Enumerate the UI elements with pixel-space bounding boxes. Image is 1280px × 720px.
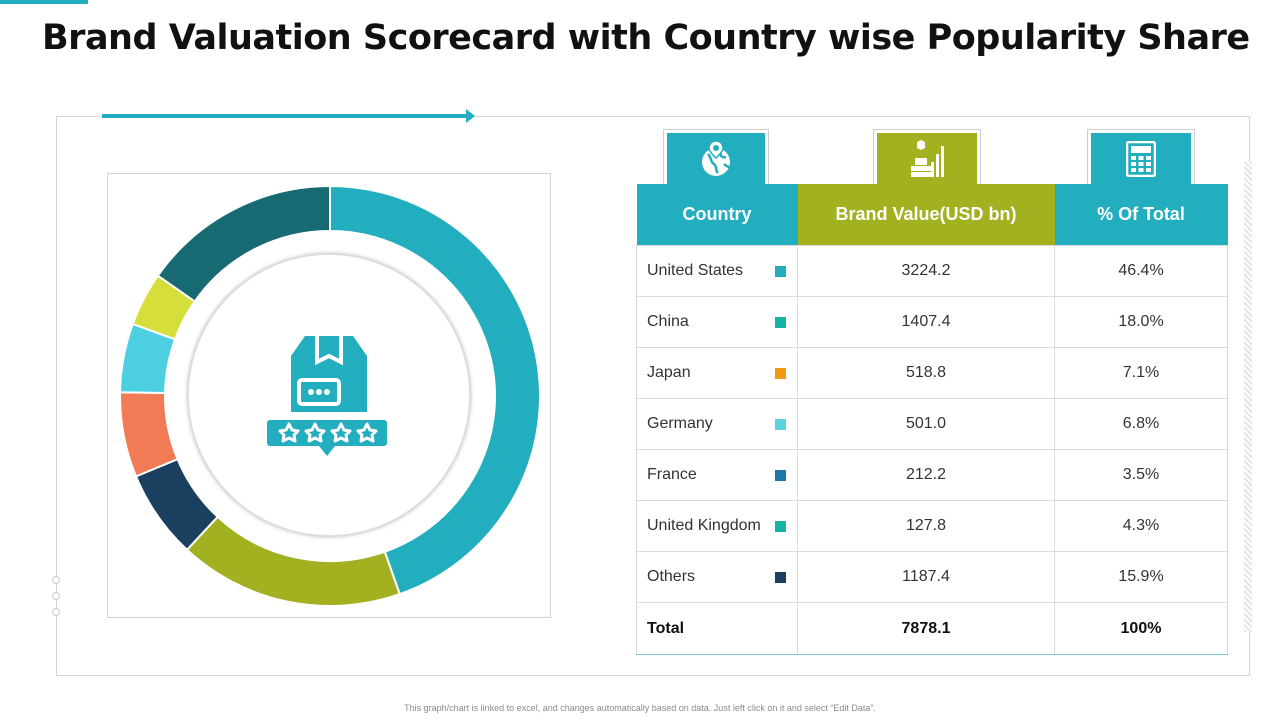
footnote: This graph/chart is linked to excel, and…	[404, 703, 876, 713]
country-name: Others	[647, 568, 696, 585]
donut-chart-frame[interactable]	[107, 173, 551, 618]
country-name: China	[647, 313, 689, 330]
brand-value-cell: 518.8	[797, 347, 1055, 399]
product-box-rating-icon	[267, 336, 387, 456]
percent-cell: 4.3%	[1054, 500, 1228, 552]
country-name: France	[647, 466, 697, 483]
table-row: United States 3224.2 46.4%	[636, 245, 1228, 297]
donut-slice-7[interactable]	[156, 184, 331, 303]
table-header-row: Country Brand Value(USD bn) % Of Total	[636, 184, 1228, 246]
percent-cell: 6.8%	[1054, 398, 1228, 450]
donut-slice-1[interactable]	[329, 184, 541, 596]
brand-value-table: Country Brand Value(USD bn) % Of Total U…	[636, 184, 1228, 655]
table-total-row: Total 7878.1 100%	[636, 602, 1228, 655]
country-name: United States	[647, 262, 744, 279]
country-cell: United States	[636, 245, 798, 297]
donut-slice-4[interactable]	[119, 391, 179, 478]
corner-accent-bar	[0, 0, 88, 4]
country-cell: United Kingdom	[636, 500, 798, 552]
money-growth-icon	[911, 140, 944, 177]
brand-value-cell: 501.0	[797, 398, 1055, 450]
page-title: Brand Valuation Scorecard with Country w…	[42, 18, 1250, 58]
percent-cell: 7.1%	[1054, 347, 1228, 399]
percent-cell: 15.9%	[1054, 551, 1228, 603]
country-name: Germany	[647, 415, 713, 432]
table-row: Others 1187.4 15.9%	[636, 551, 1228, 603]
country-cell: Germany	[636, 398, 798, 450]
header-brand-value: Brand Value(USD bn)	[797, 184, 1055, 246]
color-swatch	[775, 470, 786, 481]
country-cell: Others	[636, 551, 798, 603]
table-row: France 212.2 3.5%	[636, 449, 1228, 501]
percent-cell: 18.0%	[1054, 296, 1228, 348]
table-row: United Kingdom 127.8 4.3%	[636, 500, 1228, 552]
total-label: Total	[636, 602, 798, 655]
header-percent-total: % Of Total	[1054, 184, 1228, 246]
globe-location-icon	[702, 140, 731, 176]
table-row: China 1407.4 18.0%	[636, 296, 1228, 348]
table-row: Japan 518.8 7.1%	[636, 347, 1228, 399]
color-swatch	[775, 266, 786, 277]
decorative-dots	[52, 576, 62, 624]
table-row: Germany 501.0 6.8%	[636, 398, 1228, 450]
brand-value-cell: 1187.4	[797, 551, 1055, 603]
country-name: United Kingdom	[647, 517, 761, 534]
arrow-head-icon	[466, 109, 475, 123]
value-icon-tab	[873, 129, 981, 185]
brand-value-cell: 127.8	[797, 500, 1055, 552]
total-icon-tab	[1087, 129, 1195, 185]
country-icon-tab	[663, 129, 769, 185]
percent-cell: 3.5%	[1054, 449, 1228, 501]
calculator-icon	[1126, 141, 1156, 177]
color-swatch	[775, 419, 786, 430]
brand-value-cell: 3224.2	[797, 245, 1055, 297]
country-cell: France	[636, 449, 798, 501]
total-brand-value: 7878.1	[797, 602, 1055, 655]
color-swatch	[775, 368, 786, 379]
country-cell: Japan	[636, 347, 798, 399]
donut-chart[interactable]	[108, 174, 552, 619]
brand-value-cell: 212.2	[797, 449, 1055, 501]
total-percent: 100%	[1054, 602, 1228, 655]
country-name: Japan	[647, 364, 691, 381]
color-swatch	[775, 317, 786, 328]
percent-cell: 46.4%	[1054, 245, 1228, 297]
brand-value-cell: 1407.4	[797, 296, 1055, 348]
header-country: Country	[636, 184, 798, 246]
color-swatch	[775, 521, 786, 532]
decorative-arrow-line	[102, 114, 468, 118]
country-cell: China	[636, 296, 798, 348]
color-swatch	[775, 572, 786, 583]
decorative-stripe	[1244, 162, 1252, 632]
